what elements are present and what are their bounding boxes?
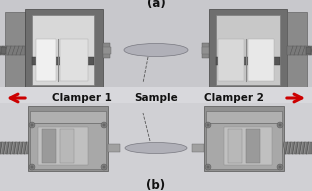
Bar: [32, 57, 94, 65]
Circle shape: [205, 164, 211, 170]
Circle shape: [279, 165, 281, 168]
Circle shape: [31, 124, 33, 126]
Circle shape: [277, 122, 283, 128]
Bar: [103, 43, 110, 58]
Circle shape: [207, 124, 209, 126]
Bar: [216, 57, 280, 65]
Bar: [224, 127, 272, 165]
Bar: [204, 106, 284, 171]
Circle shape: [279, 124, 281, 126]
Ellipse shape: [125, 142, 187, 154]
Text: (b): (b): [146, 179, 166, 191]
Bar: [30, 111, 106, 123]
Ellipse shape: [124, 44, 188, 57]
Bar: [60, 129, 74, 163]
Bar: [5, 12, 25, 88]
FancyBboxPatch shape: [103, 47, 111, 54]
Circle shape: [101, 122, 107, 128]
Bar: [206, 123, 282, 169]
Bar: [25, 9, 103, 91]
Bar: [216, 15, 280, 85]
Circle shape: [29, 122, 35, 128]
Bar: [228, 129, 242, 163]
Bar: [30, 123, 106, 169]
Circle shape: [101, 164, 107, 170]
Circle shape: [103, 165, 105, 168]
Bar: [192, 144, 204, 152]
Bar: [248, 39, 274, 81]
Text: Clamper 1: Clamper 1: [52, 93, 112, 103]
Bar: [206, 111, 282, 123]
Bar: [0, 0, 312, 95]
Bar: [32, 15, 94, 85]
Circle shape: [29, 164, 35, 170]
Bar: [0, 142, 30, 154]
Bar: [36, 39, 56, 81]
Text: (a): (a): [147, 0, 165, 10]
Bar: [60, 39, 88, 81]
Bar: [282, 142, 312, 154]
Bar: [38, 127, 88, 165]
Circle shape: [277, 164, 283, 170]
Bar: [306, 47, 311, 54]
Circle shape: [205, 122, 211, 128]
Bar: [0, 46, 25, 55]
FancyBboxPatch shape: [202, 47, 209, 54]
Bar: [218, 39, 244, 81]
Bar: [1, 47, 6, 54]
Bar: [209, 9, 287, 91]
Bar: [0, 87, 312, 103]
Bar: [0, 95, 312, 191]
Circle shape: [31, 165, 33, 168]
Bar: [28, 106, 108, 171]
Bar: [108, 144, 120, 152]
Circle shape: [207, 165, 209, 168]
Bar: [42, 129, 56, 163]
Text: Clamper 2: Clamper 2: [204, 93, 264, 103]
Bar: [287, 46, 312, 55]
Bar: [287, 12, 307, 88]
Circle shape: [103, 124, 105, 126]
Bar: [202, 43, 209, 58]
Text: Sample: Sample: [134, 93, 178, 103]
Bar: [246, 129, 260, 163]
